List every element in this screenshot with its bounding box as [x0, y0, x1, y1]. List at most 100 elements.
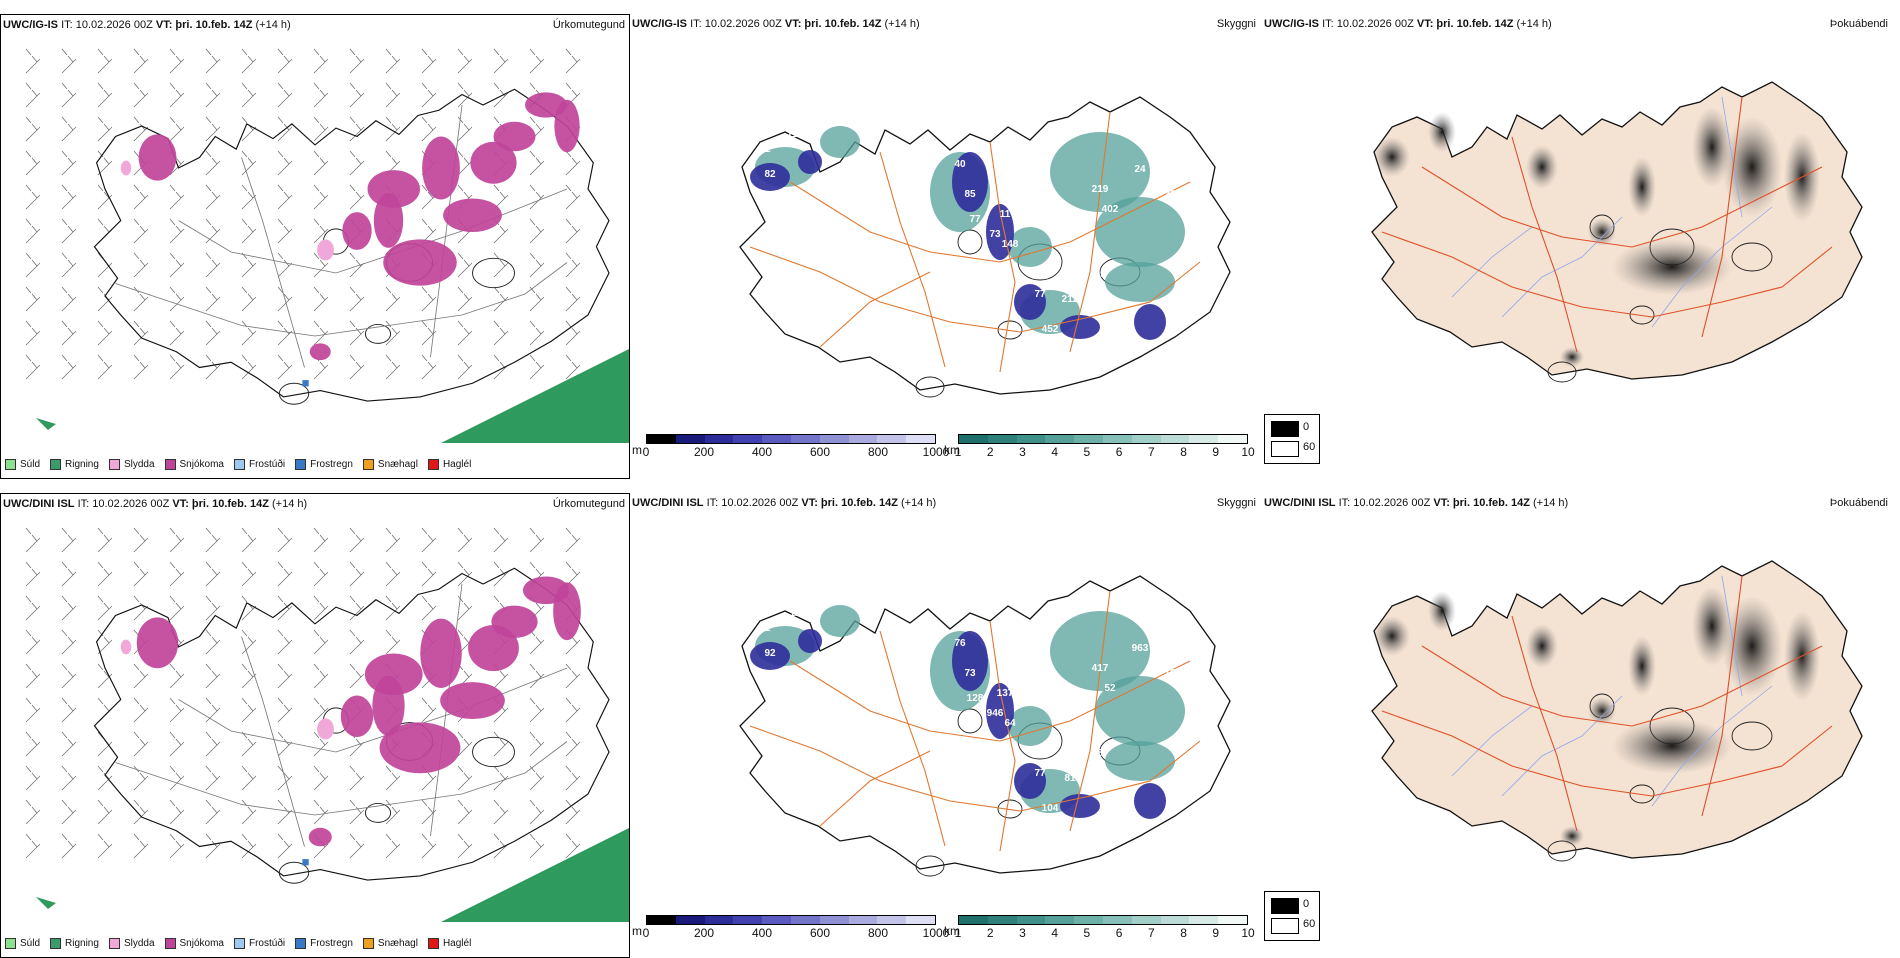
panel-header: UWC/DINI ISL IT: 10.02.2026 00Z VT: þri.…	[3, 498, 625, 514]
ceiling-value-label: 18	[1164, 668, 1176, 679]
low-ceiling-area	[1134, 783, 1166, 819]
wind-barb	[61, 252, 77, 278]
wind-barb	[25, 799, 41, 825]
legend-item: Frostregn	[295, 938, 353, 949]
rain-area	[36, 418, 56, 430]
wind-barb	[313, 799, 329, 825]
wind-barb	[349, 286, 365, 312]
fog-legend-low-swatch	[1271, 918, 1299, 934]
low-ceiling-area	[952, 152, 988, 212]
wind-barb	[133, 697, 149, 723]
fog-area	[1526, 624, 1558, 668]
glacier-outline	[472, 257, 515, 289]
model-name: UWC/IG-IS	[632, 18, 687, 30]
valid-time: þri. 10.feb. 14Z	[191, 498, 269, 510]
ceiling-value-label: 137	[997, 688, 1014, 699]
wind-barb	[349, 82, 365, 108]
valid-time-label: VT:	[172, 498, 189, 510]
field-name: Þokuábendi	[1829, 497, 1888, 509]
wind-barb	[25, 527, 41, 553]
ceiling-value-label: 82	[764, 169, 776, 180]
road	[989, 620, 1016, 852]
fog-area	[1612, 718, 1732, 774]
legend-item: Rigning	[50, 459, 99, 470]
colorbar-tick-label: 800	[867, 445, 889, 459]
ceiling-value-label: 77	[1034, 768, 1046, 779]
colorbar-tick-label: 800	[867, 926, 889, 940]
wind-barb	[97, 527, 113, 553]
ceiling-value-label: 84	[964, 264, 976, 275]
wind-barb	[205, 252, 221, 278]
wind-barb	[385, 629, 401, 655]
fog-area	[1628, 157, 1656, 217]
ceiling-value-label: 21	[1164, 189, 1176, 200]
glacier-outline	[1629, 305, 1655, 325]
legend-label: Snæhagl	[377, 938, 418, 949]
ceiling-value-label: 114	[962, 743, 979, 754]
wind-barb	[133, 731, 149, 757]
wind-barb	[277, 527, 293, 553]
legend-label: Frostregn	[310, 938, 353, 949]
lead-time: (+14 h)	[272, 498, 308, 510]
iceland-map	[93, 567, 610, 884]
ceiling-value-label: 77	[969, 214, 981, 225]
model-name: UWC/IG-IS	[3, 19, 58, 31]
fog-area	[1692, 586, 1732, 666]
ceiling-value-label: 946	[987, 708, 1004, 719]
legend-item: Snæhagl	[362, 938, 418, 949]
wind-barb	[25, 150, 41, 176]
colorbar-tick-label: 7	[1147, 445, 1155, 459]
wind-barb	[457, 286, 473, 312]
wind-barb	[277, 354, 293, 380]
wind-barb	[529, 629, 545, 655]
wind-barb	[61, 218, 77, 244]
colorbar-bin	[1160, 916, 1190, 924]
legend-label: Rigning	[65, 938, 99, 949]
wind-barb	[313, 218, 329, 244]
ceiling-value-label: 57	[1199, 249, 1211, 260]
wind-barb	[169, 561, 185, 587]
wind-barb	[169, 527, 185, 553]
legend-swatch	[50, 938, 62, 949]
wind-barb	[349, 527, 365, 553]
wind-barb	[457, 765, 473, 791]
wind-barb	[97, 799, 113, 825]
colorbar-bin	[1218, 916, 1247, 924]
colorbar-bin	[733, 435, 763, 443]
road	[241, 636, 305, 847]
wind-barb	[133, 82, 149, 108]
road	[1511, 615, 1578, 832]
colorbar-bin	[987, 916, 1017, 924]
colorbar-bin	[1074, 435, 1103, 443]
wind-barb	[241, 527, 257, 553]
colorbar-tick-label: 8	[1180, 445, 1187, 459]
ceiling-value-label: 73	[964, 668, 976, 679]
wind-barb	[205, 561, 221, 587]
visibility-panel-2: UWC/DINI ISL IT: 10.02.2026 00Z VT: þri.…	[630, 493, 1260, 958]
road	[1421, 645, 1823, 727]
wind-barb	[565, 663, 581, 689]
wind-barb	[133, 527, 149, 553]
wind-barb	[133, 184, 149, 210]
init-time: IT: 10.02.2026 00Z	[1338, 497, 1431, 509]
wind-barb	[277, 663, 293, 689]
wind-barb	[313, 561, 329, 587]
wind-barb	[277, 697, 293, 723]
fog-map	[1371, 81, 1863, 383]
wind-barb	[385, 286, 401, 312]
wind-barb	[313, 286, 329, 312]
wind-barb	[205, 286, 221, 312]
wind-barb	[205, 116, 221, 142]
wind-barb	[493, 799, 509, 825]
wind-barb	[457, 799, 473, 825]
wind-barb	[133, 595, 149, 621]
colorbar-tick-label: 5	[1083, 926, 1091, 940]
low-visibility-area	[1105, 741, 1175, 781]
river	[1721, 96, 1743, 218]
wind-barb	[493, 765, 509, 791]
wind-barb	[25, 116, 41, 142]
wind-barb	[205, 731, 221, 757]
precip-panel-1: UWC/IG-IS IT: 10.02.2026 00Z VT: þri. 10…	[0, 14, 630, 479]
wind-barb	[205, 184, 221, 210]
